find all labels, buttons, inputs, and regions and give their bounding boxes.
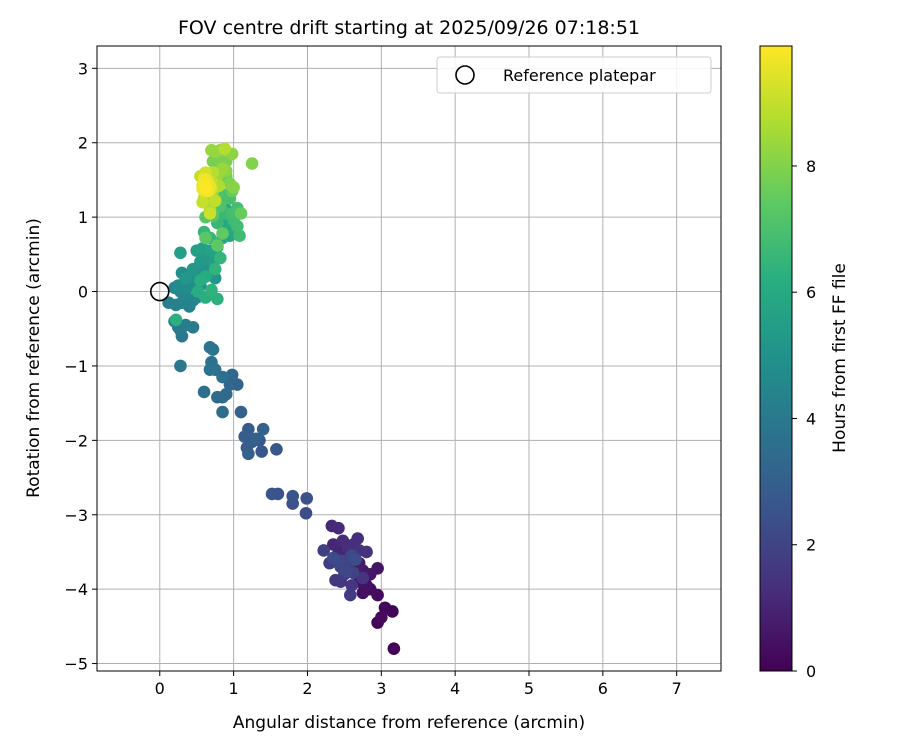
scatter-points [162, 142, 401, 655]
legend-marker [455, 65, 475, 85]
data-point [249, 432, 263, 446]
data-point [238, 430, 251, 443]
data-point [205, 283, 218, 297]
x-tick-label: 3 [376, 679, 386, 698]
data-point [300, 492, 314, 505]
data-point [211, 292, 224, 306]
x-tick-label: 7 [672, 679, 682, 698]
colorbar-gradient [759, 45, 793, 672]
x-tick-label: 6 [598, 679, 608, 698]
data-point [169, 313, 183, 327]
colorbar-tick-label: 2 [806, 536, 816, 555]
y-tick-label: −4 [64, 580, 88, 599]
y-tick-label: 1 [78, 208, 88, 227]
data-point [349, 553, 362, 566]
colorbar: 0 2 4 6 8 Hours from first FF file [759, 45, 850, 681]
data-point [270, 442, 283, 456]
data-point [216, 405, 229, 419]
data-point [214, 251, 227, 265]
data-point [345, 579, 359, 592]
data-point [234, 405, 248, 419]
data-point [286, 489, 299, 503]
colorbar-tick-label: 6 [806, 283, 816, 302]
y-tick-label: −1 [64, 357, 88, 376]
x-tick-label: 5 [524, 679, 534, 698]
data-point [387, 642, 401, 655]
data-point [174, 246, 187, 260]
colorbar-tick-label: 8 [806, 157, 816, 176]
colorbar-label: Hours from first FF file [830, 263, 850, 453]
data-point [174, 359, 187, 373]
plot-frame [96, 45, 722, 672]
data-point [216, 227, 229, 240]
data-point [194, 274, 207, 287]
data-point [255, 445, 268, 458]
x-tick-label: 0 [155, 679, 165, 698]
grid-lines [97, 46, 721, 671]
data-point [199, 231, 212, 245]
y-axis-ticks: −5 −4 −3 −2 −1 0 1 2 3 [64, 59, 97, 674]
data-point [211, 390, 224, 404]
y-tick-label: 2 [78, 134, 88, 153]
data-point [327, 551, 340, 565]
data-point [203, 341, 217, 354]
data-point [208, 271, 222, 285]
y-axis-label: Rotation from reference (arcmin) [24, 218, 44, 498]
data-point [208, 194, 222, 208]
data-point [265, 487, 279, 501]
y-tick-label: −3 [64, 506, 88, 525]
x-axis-label: Angular distance from reference (arcmin) [233, 713, 585, 733]
data-point [208, 262, 222, 276]
data-point [203, 207, 217, 220]
x-axis-ticks: 0 1 2 3 4 5 6 7 [155, 671, 682, 698]
data-point [299, 506, 313, 520]
x-tick-label: 1 [229, 679, 239, 698]
data-point [231, 219, 244, 233]
data-point [245, 157, 259, 170]
data-point [256, 422, 270, 436]
data-point [197, 385, 211, 399]
data-point [360, 545, 373, 559]
data-point [203, 363, 217, 376]
data-point [234, 207, 248, 220]
data-point [199, 181, 212, 194]
y-tick-label: 0 [78, 283, 88, 302]
data-point [339, 564, 353, 578]
data-point [179, 318, 192, 332]
data-point [179, 271, 192, 285]
colorbar-tick-label: 0 [806, 662, 816, 681]
data-point [317, 544, 331, 557]
legend-entry: Reference platepar [503, 66, 656, 85]
data-point [242, 447, 255, 461]
chart-title: FOV centre drift starting at 2025/09/26 … [178, 17, 640, 39]
data-point [227, 181, 240, 194]
colorbar-tick-label: 4 [806, 409, 816, 428]
data-point [375, 611, 388, 624]
y-tick-label: 3 [78, 59, 88, 78]
x-tick-label: 2 [302, 679, 312, 698]
legend: Reference platepar [436, 56, 712, 94]
data-point [329, 573, 342, 587]
data-point [378, 601, 392, 615]
legend-box [436, 56, 712, 94]
data-point [233, 229, 246, 243]
reference-platepar-marker [149, 281, 170, 302]
data-point [343, 588, 357, 602]
data-point [196, 195, 209, 209]
data-point [218, 142, 232, 155]
y-tick-label: −5 [64, 655, 88, 674]
data-point [211, 239, 224, 252]
data-point [327, 538, 340, 551]
data-point [356, 571, 370, 585]
y-tick-label: −2 [64, 431, 88, 450]
x-tick-label: 4 [450, 679, 460, 698]
colorbar-ticks: 0 2 4 6 8 [792, 157, 816, 681]
data-point [332, 521, 345, 535]
data-point [205, 143, 218, 157]
data-point [225, 368, 239, 382]
